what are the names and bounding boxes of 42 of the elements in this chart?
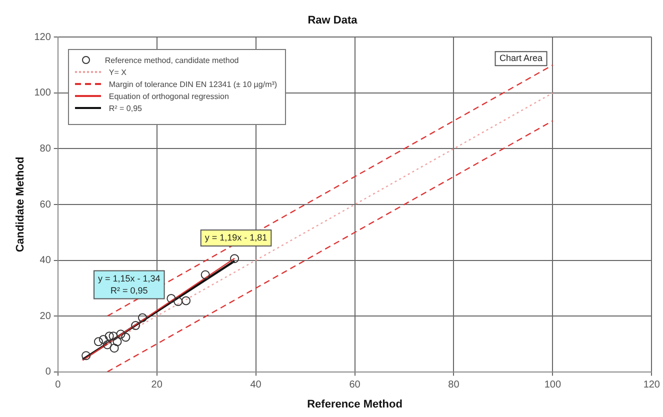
x-axis-title: Reference Method [307, 398, 402, 410]
point [102, 340, 112, 350]
point [121, 332, 130, 342]
y-tick-label: 20 [40, 310, 52, 322]
legend-label: Y= X [108, 68, 126, 77]
point [131, 321, 140, 330]
x-tick-label: 80 [448, 380, 460, 391]
y-tick-label: 60 [40, 199, 52, 210]
y-tick-label: 0 [45, 366, 52, 378]
point [182, 296, 191, 306]
point [230, 254, 240, 264]
annotation: y = 1,15x - 1,34 R² = 0,95 [98, 273, 160, 296]
point [104, 332, 114, 341]
legend-label: R² = 0,95 [108, 104, 142, 113]
point [112, 337, 122, 346]
chart-title: Raw Data [308, 14, 358, 27]
point [174, 297, 183, 306]
point [98, 334, 108, 344]
y-tick-label: 40 [40, 255, 52, 266]
point [108, 332, 118, 341]
x-tick-label: 120 [643, 380, 660, 391]
point [110, 344, 119, 353]
y-tick-label: 80 [40, 143, 52, 154]
legend-label: Reference method, candidate method [104, 56, 239, 65]
x-tick-label: 100 [544, 380, 562, 391]
annotation: Chart Area [500, 53, 543, 64]
y-axis-title: Candidate Method [14, 156, 27, 252]
point [82, 351, 91, 360]
y-tick-label: 100 [34, 88, 52, 99]
x-tick-label: 20 [151, 380, 163, 391]
x-tick-label: 40 [250, 380, 262, 391]
point [166, 294, 176, 303]
annotation: y = 1,19x - 1,81 [204, 232, 268, 242]
legend-label: Equation of orthogonal regression [108, 92, 229, 101]
point [94, 337, 103, 346]
y-tick-label: 120 [34, 32, 52, 43]
x-tick-label: 0 [55, 380, 62, 391]
point [116, 330, 126, 339]
legend-label: Margin of tolerance DIN EN 12341 (± 10 µg/m³) [108, 80, 278, 89]
point [200, 270, 210, 280]
x-tick-label: 60 [349, 380, 361, 391]
point [138, 313, 147, 322]
